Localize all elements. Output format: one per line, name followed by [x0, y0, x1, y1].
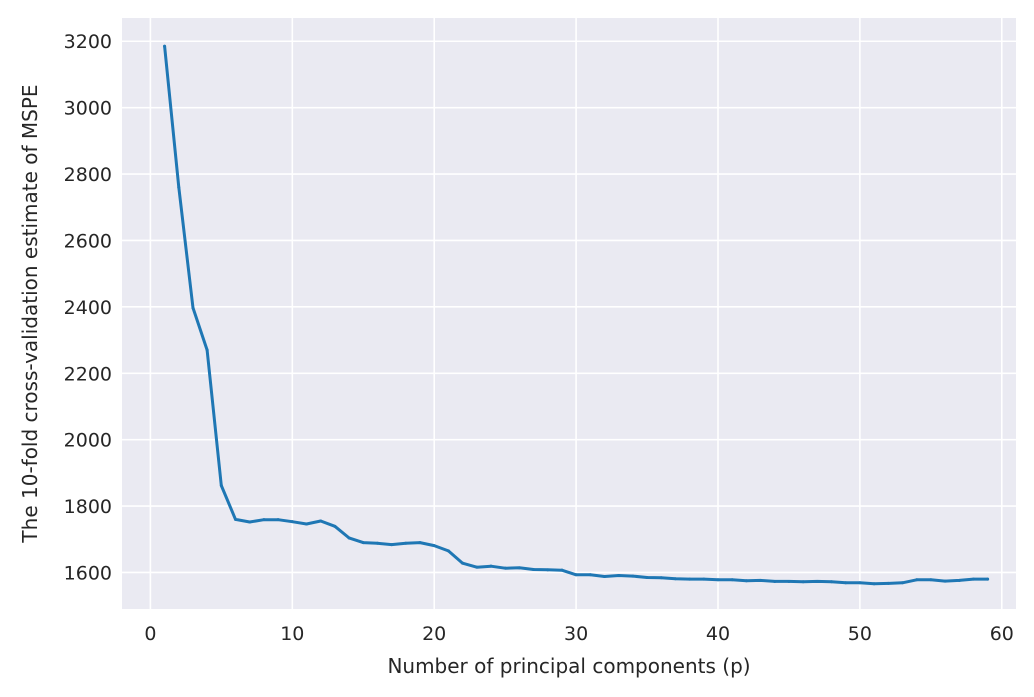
y-tick-label: 3200 — [64, 31, 112, 53]
data-point — [333, 524, 337, 528]
data-point — [588, 573, 592, 577]
data-point — [390, 543, 394, 547]
y-tick-label: 2400 — [64, 297, 112, 319]
data-point — [659, 576, 663, 580]
y-tick-label: 3000 — [64, 98, 112, 120]
data-point — [248, 520, 252, 524]
y-tick-label: 2200 — [64, 363, 112, 385]
data-point — [319, 519, 323, 523]
data-point — [730, 578, 734, 582]
data-point — [872, 582, 876, 586]
data-point — [773, 579, 777, 583]
data-point — [986, 577, 990, 581]
data-point — [446, 549, 450, 553]
x-tick-label: 50 — [848, 623, 872, 645]
data-point — [163, 44, 167, 48]
data-point — [375, 541, 379, 545]
x-tick-label: 20 — [422, 623, 446, 645]
x-tick-label: 0 — [144, 623, 156, 645]
data-point — [532, 567, 536, 571]
data-point — [801, 580, 805, 584]
data-point — [844, 581, 848, 585]
data-point — [191, 306, 195, 310]
x-tick-labels: 0 10 20 30 40 50 60 — [144, 623, 1014, 645]
data-point — [702, 577, 706, 581]
data-point — [475, 565, 479, 569]
data-point — [688, 577, 692, 581]
data-point — [361, 541, 365, 545]
data-point — [177, 185, 181, 189]
data-point — [929, 578, 933, 582]
data-point — [432, 544, 436, 548]
data-point — [304, 522, 308, 526]
y-tick-labels: 1600 1800 2000 2200 2400 2600 2800 3000 3200 — [64, 31, 112, 584]
x-tick-label: 30 — [564, 623, 588, 645]
data-point — [276, 518, 280, 522]
data-point — [744, 579, 748, 583]
data-point — [673, 577, 677, 581]
data-point — [617, 573, 621, 577]
data-point — [886, 581, 890, 585]
data-point — [262, 518, 266, 522]
data-point — [815, 579, 819, 583]
y-tick-label: 1600 — [64, 562, 112, 584]
data-point — [404, 541, 408, 545]
series-layer — [163, 44, 990, 586]
data-point — [971, 577, 975, 581]
data-point — [957, 578, 961, 582]
data-point — [645, 575, 649, 579]
data-point — [489, 564, 493, 568]
data-point — [830, 580, 834, 584]
y-tick-label: 2000 — [64, 430, 112, 452]
y-axis-label: The 10-fold cross-validation estimate of… — [18, 84, 42, 543]
x-tick-label: 10 — [280, 623, 304, 645]
plot-background — [122, 18, 1016, 609]
grid — [122, 18, 1016, 609]
data-point — [858, 581, 862, 585]
data-point — [347, 536, 351, 540]
data-point — [234, 517, 238, 521]
y-tick-label: 1800 — [64, 496, 112, 518]
data-point — [759, 578, 763, 582]
data-point — [787, 579, 791, 583]
y-tick-label: 2600 — [64, 230, 112, 252]
data-point — [517, 566, 521, 570]
data-point — [943, 579, 947, 583]
data-point — [290, 520, 294, 524]
x-axis-label: Number of principal components (p) — [387, 654, 750, 678]
data-point — [503, 566, 507, 570]
data-point — [205, 348, 209, 352]
data-point — [461, 561, 465, 565]
data-point — [602, 574, 606, 578]
x-tick-label: 40 — [706, 623, 730, 645]
data-point — [546, 568, 550, 572]
data-point — [560, 568, 564, 572]
data-point — [219, 483, 223, 487]
data-point — [631, 574, 635, 578]
y-tick-label: 2800 — [64, 164, 112, 186]
x-tick-label: 60 — [990, 623, 1014, 645]
data-point — [915, 578, 919, 582]
data-point — [574, 573, 578, 577]
data-point — [716, 578, 720, 582]
data-point — [418, 541, 422, 545]
data-point — [900, 581, 904, 585]
